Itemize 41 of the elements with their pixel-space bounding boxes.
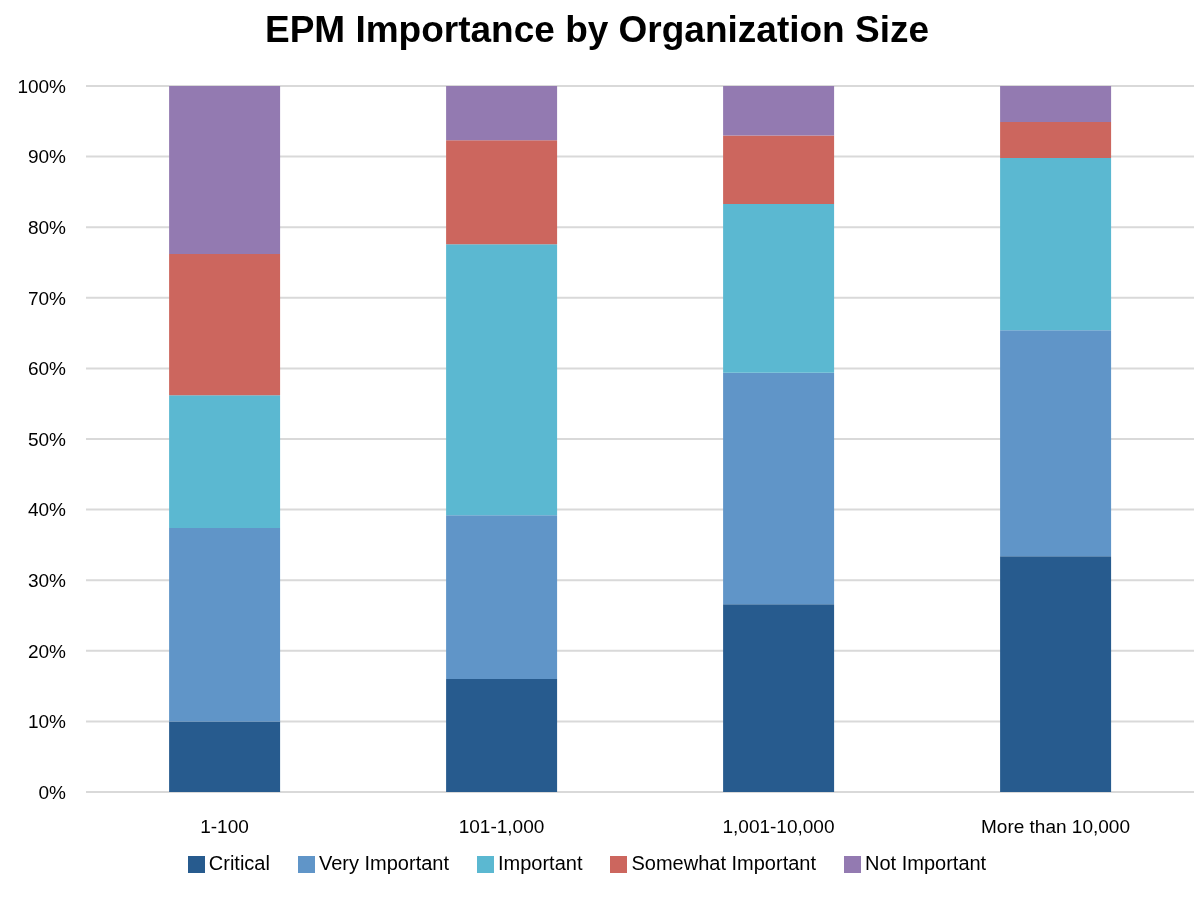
bar <box>446 244 558 516</box>
x-tick-label: More than 10,000 <box>981 816 1130 838</box>
y-tick-label: 20% <box>27 640 67 662</box>
bar <box>723 372 835 605</box>
y-tick-label: 70% <box>27 287 67 309</box>
y-tick-label: 40% <box>27 499 67 521</box>
y-tick-label: 10% <box>27 711 67 733</box>
chart-title: EPM Importance by Organization Size <box>263 8 931 52</box>
bar <box>1000 556 1112 792</box>
bar <box>446 86 558 141</box>
y-tick-label: 90% <box>27 146 67 168</box>
legend-label: Important <box>498 852 583 874</box>
legend-label: Critical <box>208 852 270 874</box>
y-tick-label: 0% <box>38 781 67 803</box>
legend-label: Very Important <box>318 852 449 874</box>
y-tick-label: 50% <box>27 428 67 450</box>
bar <box>1000 122 1112 159</box>
bar <box>1000 158 1112 331</box>
bar <box>169 527 281 722</box>
bar <box>446 679 558 792</box>
bar <box>169 86 281 255</box>
bar <box>1000 86 1112 123</box>
bar <box>723 604 835 792</box>
bar <box>446 515 558 680</box>
bar <box>169 254 281 396</box>
bar <box>446 140 558 245</box>
x-tick-label: 1,001-10,000 <box>722 816 835 838</box>
bar <box>169 721 281 792</box>
x-tick-label: 101-1,000 <box>458 816 545 838</box>
bar <box>723 203 835 373</box>
bar <box>1000 330 1112 557</box>
x-tick-label: 1-100 <box>200 816 249 838</box>
bar <box>723 135 835 204</box>
legend-label: Not Important <box>865 852 987 874</box>
y-tick-label: 80% <box>27 216 67 238</box>
y-tick-label: 100% <box>17 75 67 97</box>
y-tick-label: 60% <box>27 358 67 380</box>
bar <box>723 86 835 136</box>
y-tick-label: 30% <box>27 569 67 591</box>
legend-label: Somewhat Important <box>631 852 817 874</box>
bar <box>169 395 281 528</box>
